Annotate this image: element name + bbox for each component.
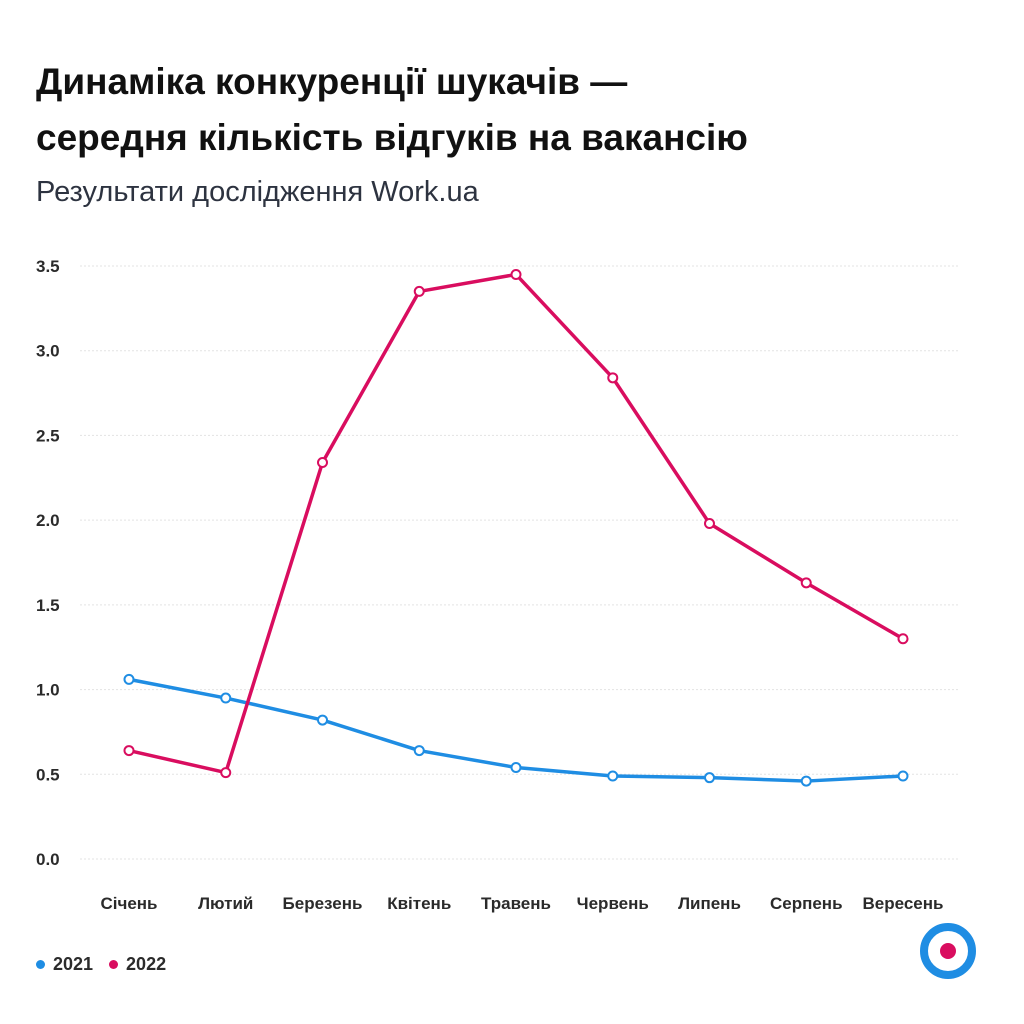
y-tick-label: 3.5	[36, 257, 60, 276]
data-point-2022	[123, 745, 135, 757]
data-point-2022	[607, 372, 619, 384]
legend-label-2021: 2021	[53, 954, 94, 974]
work-ua-logo-icon	[920, 923, 976, 979]
data-point-2022	[413, 285, 425, 297]
data-point-2022	[897, 633, 909, 645]
x-tick-label: Серпень	[770, 894, 843, 913]
x-tick-label: Березень	[283, 894, 363, 913]
x-tick-label: Вересень	[863, 894, 944, 913]
data-point-2021	[607, 770, 619, 782]
x-tick-label: Квітень	[387, 894, 451, 913]
data-point-2022	[800, 577, 812, 589]
x-tick-label: Липень	[678, 894, 741, 913]
series-line-2022	[127, 272, 905, 775]
x-tick-label: Червень	[577, 894, 649, 913]
legend-label-2022: 2022	[126, 954, 167, 974]
y-tick-label: 2.5	[36, 426, 60, 445]
legend-marker-2022	[109, 960, 119, 969]
data-point-2021	[510, 762, 522, 774]
chart-subtitle: Результати дослідження Work.ua	[36, 176, 479, 208]
chart-title-line-2: середня кількість відгуків на вакансію	[36, 117, 748, 158]
data-point-2022	[510, 268, 522, 280]
y-tick-label: 3.0	[36, 342, 60, 361]
y-tick-label: 1.0	[36, 681, 60, 700]
x-tick-label: Січень	[100, 894, 157, 913]
y-tick-label: 2.0	[36, 511, 60, 530]
data-point-2022	[704, 518, 715, 530]
data-point-2022	[220, 767, 232, 779]
chart-title-line-1: Динаміка конкуренції шукачів —	[36, 61, 628, 102]
chart-legend: 2021 2022	[36, 954, 182, 975]
legend-item-2022: 2022	[109, 954, 166, 975]
data-point-2022	[317, 457, 328, 469]
data-point-2021	[123, 673, 135, 685]
data-point-2021	[704, 772, 715, 784]
x-tick-label: Травень	[481, 894, 551, 913]
data-point-2021	[897, 770, 909, 782]
data-point-2021	[220, 692, 232, 704]
chart-title: Динаміка конкуренції шукачів — середня к…	[36, 54, 996, 166]
data-point-2021	[413, 745, 425, 757]
y-tick-label: 0.0	[36, 850, 60, 869]
data-point-2021	[800, 775, 812, 787]
y-tick-label: 0.5	[36, 765, 60, 784]
x-tick-label: Лютий	[198, 894, 253, 913]
y-tick-label: 1.5	[36, 596, 60, 615]
legend-item-2021: 2021	[36, 954, 93, 975]
legend-marker-2021	[36, 960, 45, 969]
data-point-2021	[317, 714, 328, 726]
